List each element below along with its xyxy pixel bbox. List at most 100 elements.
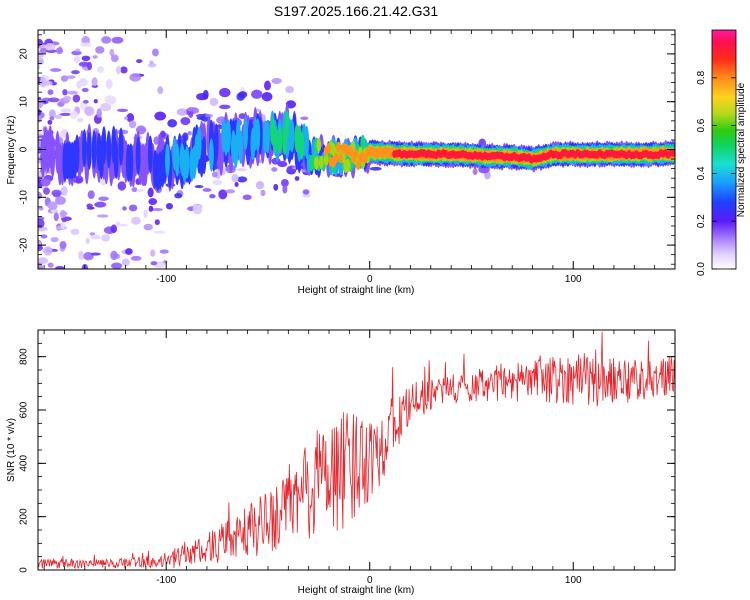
- spectral-ridge-cell: [113, 140, 119, 179]
- spectral-speckle: [89, 234, 101, 240]
- x-tick-label: 0: [367, 274, 373, 285]
- spectral-ridge-cell: [299, 131, 305, 160]
- spectral-speckle: [264, 80, 271, 91]
- spectral-speckle: [54, 196, 66, 205]
- spectral-speckle: [131, 187, 138, 193]
- spectral-speckle: [130, 255, 142, 261]
- spectral-speckle: [225, 189, 236, 194]
- spectral-speckle: [131, 216, 141, 225]
- spectral-speckle: [49, 116, 55, 121]
- spectral-speckle: [188, 110, 194, 118]
- spectral-speckle: [81, 87, 89, 93]
- snr-y-label: SNR (10 * v/v): [6, 418, 17, 482]
- spectral-speckle: [149, 60, 154, 65]
- colorbar-tick-label: 0.8: [696, 70, 707, 84]
- spectral-ridge-cell: [50, 134, 56, 178]
- spectral-speckle: [237, 176, 248, 183]
- spectral-ridge-cell: [196, 126, 202, 160]
- spectral-speckle: [122, 206, 127, 211]
- spectral-speckle: [51, 189, 62, 197]
- spectral-ridge-cell: [226, 119, 231, 153]
- spectral-speckle: [48, 109, 56, 118]
- spectral-speckle: [81, 55, 91, 62]
- spectral-ridge-cell: [74, 134, 80, 173]
- snr-axes: -100 0 100 0 200 400 600 800: [19, 329, 676, 586]
- chart-title: S197.2025.166.21.42.G31: [274, 3, 438, 19]
- spectral-speckle: [59, 241, 67, 250]
- spectral-speckle: [209, 194, 216, 199]
- spectral-speckle: [51, 248, 58, 252]
- spectral-speckle: [78, 250, 84, 260]
- spectral-speckle: [167, 119, 178, 128]
- spectral-speckle: [285, 100, 297, 109]
- x-tick-label: -100: [156, 274, 176, 285]
- spectral-speckle: [302, 189, 310, 195]
- spectral-speckle: [101, 36, 112, 44]
- spectral-speckle: [71, 70, 80, 75]
- spectral-ridge-cell: [86, 131, 92, 170]
- spectral-ridge-cell: [243, 116, 248, 150]
- spectral-ridge-cell: [323, 152, 329, 166]
- spectral-speckle: [260, 189, 266, 197]
- spectral-speckle: [136, 59, 143, 64]
- spectral-speckle: [125, 248, 133, 255]
- spectral-speckle: [104, 95, 117, 105]
- x-tick-label: -100: [156, 575, 176, 586]
- spectral-speckle: [212, 179, 223, 185]
- spectral-speckle: [118, 223, 129, 227]
- spectral-speckle: [115, 65, 122, 75]
- spectral-speckle: [105, 79, 113, 89]
- y-tick-label: 0: [19, 567, 30, 573]
- spectral-speckle: [79, 78, 88, 87]
- spectral-speckle: [60, 108, 72, 113]
- y-tick-label: 800: [19, 348, 30, 365]
- spectral-speckle: [209, 97, 219, 107]
- x-tick-label: 100: [565, 575, 582, 586]
- spectral-ridge-cell: [184, 145, 190, 179]
- spectral-speckle: [128, 204, 138, 212]
- spectral-speckle: [136, 188, 145, 192]
- spectral-speckle: [87, 190, 95, 200]
- spectral-speckle: [218, 189, 228, 200]
- spectral-speckle: [84, 106, 95, 116]
- spectral-speckle: [75, 48, 81, 52]
- spectral-speckle: [71, 50, 82, 56]
- spectral-speckle: [86, 203, 93, 209]
- spectral-speckle: [109, 48, 115, 57]
- spectral-speckle: [50, 237, 59, 243]
- spectral-speckle: [255, 180, 265, 190]
- spectral-speckle: [369, 166, 382, 171]
- spectral-speckle: [96, 66, 104, 73]
- spectral-speckle: [66, 75, 76, 79]
- colorbar-gradient: [711, 29, 737, 270]
- y-tick-label: 400: [19, 455, 30, 472]
- spectral-speckle: [192, 204, 203, 215]
- spectral-speckle: [80, 42, 92, 48]
- spectral-speckle: [123, 116, 129, 120]
- spectral-ridge-cell: [272, 125, 278, 154]
- spectral-ridge-cell: [238, 130, 244, 164]
- spectral-speckle: [40, 234, 48, 239]
- spectral-speckle: [194, 185, 204, 189]
- spectral-speckle: [280, 179, 289, 187]
- spectral-speckle: [85, 237, 90, 244]
- y-tick-label: 600: [19, 401, 30, 418]
- spectral-speckle: [63, 95, 72, 101]
- spectral-speckle: [69, 110, 78, 120]
- spectral-speckle: [47, 201, 58, 210]
- spectral-speckle: [43, 187, 50, 195]
- spectral-speckle: [98, 196, 109, 201]
- spectral-speckle: [47, 89, 54, 95]
- spectral-speckle: [89, 232, 96, 236]
- spectral-ridge-cell: [353, 148, 358, 160]
- spectral-ridge-cell: [201, 136, 207, 175]
- spectral-speckle: [120, 66, 128, 74]
- spectral-speckle: [38, 206, 44, 211]
- spectral-speckle: [92, 55, 98, 59]
- spectral-ridge-cell: [338, 152, 344, 164]
- spectral-speckle: [62, 89, 68, 96]
- spectral-speckle: [195, 113, 207, 118]
- spectral-ridge-cell: [135, 136, 141, 175]
- spectral-speckle: [111, 36, 124, 44]
